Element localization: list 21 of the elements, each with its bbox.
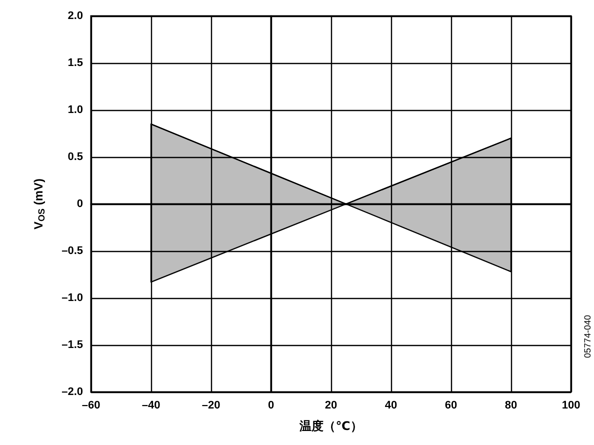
y-tick-label: –0.5	[62, 245, 83, 257]
y-tick-label: 2.0	[68, 10, 83, 22]
y-axis-title: VOS (mV)	[32, 178, 46, 230]
x-tick-label: 0	[268, 400, 274, 412]
y-tick-label: 1.0	[68, 104, 83, 116]
y-tick-label: 1.5	[68, 57, 83, 69]
text: 05774-040	[582, 314, 592, 358]
x-tick-label: 40	[384, 400, 398, 412]
y-tick-label: –2.0	[62, 386, 83, 398]
x-tick-label: –40	[142, 400, 160, 412]
x-tick-label: –60	[82, 400, 100, 412]
y-tick-label: –1.5	[62, 339, 83, 351]
y-tick-label: 0	[76, 198, 83, 210]
y-tick-label: 0.5	[68, 151, 83, 163]
y-tick-label: –1.0	[62, 292, 83, 304]
x-tick-label: 20	[324, 400, 338, 412]
x-axis-title: 温度（℃）	[298, 419, 362, 433]
x-tick-label: 80	[504, 400, 518, 412]
x-tick-label: 60	[444, 400, 458, 412]
x-tick-label: –20	[202, 400, 220, 412]
x-tick-label: 100	[562, 400, 580, 412]
